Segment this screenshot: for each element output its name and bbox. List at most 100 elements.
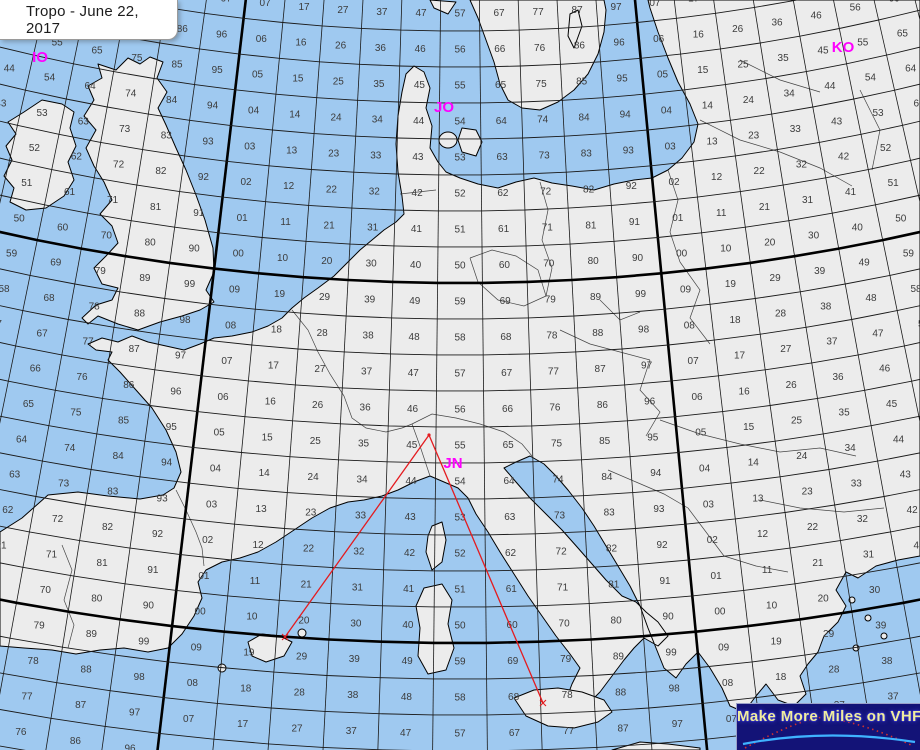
land-norway-tip xyxy=(429,0,457,15)
grid-cell-label: 41 xyxy=(411,224,423,235)
grid-cell-label: 08 xyxy=(187,678,199,689)
grid-cell-label: 10 xyxy=(720,244,732,255)
grid-cell-label: 67 xyxy=(493,8,505,19)
grid-cell-label: 26 xyxy=(335,41,347,52)
land-sicily xyxy=(513,687,613,729)
grid-cell-label: 31 xyxy=(367,223,379,234)
grid-cell-label: 84 xyxy=(601,472,613,483)
tropo-path xyxy=(284,434,430,638)
grid-cell-label: 46 xyxy=(415,44,427,55)
grid-cell-label: 77 xyxy=(21,692,33,703)
grid-cell-label: 37 xyxy=(361,367,373,378)
grid-cell-label: 16 xyxy=(265,396,277,407)
grid-cell-label: 15 xyxy=(262,432,274,443)
grid-cell-label: 17 xyxy=(237,719,249,730)
grid-cell-label: 79 xyxy=(34,621,46,632)
grid-cell-label: 77 xyxy=(83,337,95,348)
tropo-vertex-marker xyxy=(427,433,431,437)
grid-cell-label: 58 xyxy=(454,333,466,344)
grid-cell-label: 32 xyxy=(369,187,381,198)
grid-cell-label: 54 xyxy=(44,73,56,84)
grid-parallel xyxy=(0,672,920,716)
grid-cell-label: 33 xyxy=(370,151,382,162)
grid-cell-label: 59 xyxy=(454,297,466,308)
grid-cell-label: 87 xyxy=(617,723,629,734)
grid-cell-label: 21 xyxy=(812,558,824,569)
land-funen xyxy=(438,131,458,149)
grid-cell-label: 27 xyxy=(291,723,303,734)
grid-cell-label: 64 xyxy=(496,116,508,127)
border-carpathia-3 xyxy=(639,359,661,437)
grid-cell-label: 47 xyxy=(415,8,427,19)
grid-cell-label: 59 xyxy=(454,657,466,668)
watermark-graphic xyxy=(742,716,916,749)
grid-cell-label: 96 xyxy=(614,38,626,49)
grid-cell-label: 00 xyxy=(195,607,207,618)
grid-cell-label: 02 xyxy=(202,535,214,546)
grid-cell-label: 53 xyxy=(454,153,466,164)
grid-cell-label: 59 xyxy=(6,249,18,260)
grid-cell-label: 71 xyxy=(557,582,569,593)
grid-cell-label: 06 xyxy=(691,392,703,403)
grid-cell-label: 70 xyxy=(40,585,52,596)
title-box: Tropo - June 22, 2017 xyxy=(0,0,178,40)
grid-cell-label: 71 xyxy=(542,223,554,234)
tropo-paths-layer xyxy=(281,433,547,707)
grid-parallel xyxy=(0,415,920,464)
grid-cell-label: 58 xyxy=(0,284,10,295)
grid-parallel xyxy=(0,635,920,680)
border-greece-north xyxy=(723,555,789,573)
grid-cell-label: 97 xyxy=(175,351,187,362)
grid-cell-label: 74 xyxy=(64,443,76,454)
grid-cell-label: 56 xyxy=(454,45,466,56)
grid-cell-label: 36 xyxy=(360,403,372,414)
grid-cell-label: 65 xyxy=(23,399,35,410)
land-aegean-island-2 xyxy=(864,614,872,622)
grid-cell-label: 81 xyxy=(585,220,597,231)
grid-cell-label: 90 xyxy=(143,601,155,612)
grid-cell-label: 61 xyxy=(506,584,518,595)
grid-cell-label: 92 xyxy=(656,540,668,551)
grid-cell-label: 60 xyxy=(57,222,69,233)
grid-cell-label: 30 xyxy=(808,230,820,241)
grid-parallel xyxy=(0,562,920,608)
grid-cell-label: 12 xyxy=(711,172,723,183)
land-sardinia xyxy=(415,583,455,675)
grid-cell-label: 21 xyxy=(324,220,336,231)
grid-cell-label: 34 xyxy=(845,443,857,454)
grid-cell-label: 11 xyxy=(762,565,773,576)
grid-cell-label: 20 xyxy=(818,593,830,604)
grid-cell-label: 80 xyxy=(145,237,157,248)
border-bulgaria-south xyxy=(759,499,885,513)
grid-cell-label: 81 xyxy=(97,558,109,569)
grid-cell-label: 78 xyxy=(89,301,101,312)
grid-cell-label: 16 xyxy=(693,29,705,40)
grid-cell-label: 56 xyxy=(850,2,862,13)
grid-cell-label: 64 xyxy=(85,81,97,92)
grid-cell-label: 89 xyxy=(613,651,625,662)
watermark-horizon-arc xyxy=(742,734,916,746)
grid-cell-label: 65 xyxy=(897,29,909,40)
grid-cell-label: 77 xyxy=(563,726,575,737)
grid-cell-label: 35 xyxy=(839,408,851,419)
grid-parallel xyxy=(0,489,920,536)
grid-parallel xyxy=(0,157,920,212)
grid-cell-label: 11 xyxy=(280,217,291,228)
grid-cell-label: 25 xyxy=(333,77,345,88)
grid-cell-label: 17 xyxy=(298,2,310,13)
grid-cell-label: 14 xyxy=(289,110,301,121)
grid-cell-label: 57 xyxy=(0,319,2,330)
grid-cell-label: 70 xyxy=(543,259,555,270)
grid-cell-label: 86 xyxy=(70,736,82,747)
land-mainland-europe xyxy=(0,0,920,713)
grid-cell-label: 96 xyxy=(170,386,182,397)
grid-cell-label: 06 xyxy=(653,34,665,45)
grid-cell-label: 42 xyxy=(838,152,850,163)
grid-cell-label: 29 xyxy=(823,629,835,640)
grid-field-parallel xyxy=(0,598,920,645)
grid-cell-label: 06 xyxy=(256,34,268,45)
grid-cell-label: 29 xyxy=(770,273,782,284)
grid-cell-label: 30 xyxy=(869,585,881,596)
grid-cell-label: 13 xyxy=(752,493,764,504)
